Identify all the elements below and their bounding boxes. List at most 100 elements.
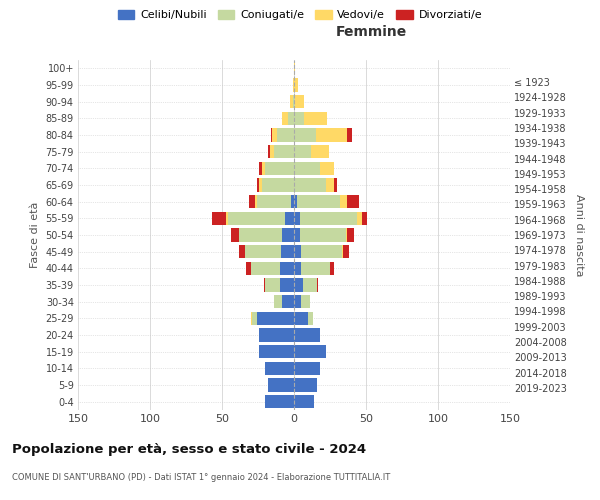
- Bar: [347, 228, 355, 241]
- Bar: [262, 178, 294, 192]
- Bar: [239, 245, 245, 258]
- Bar: [228, 212, 286, 225]
- Bar: [294, 395, 314, 408]
- Bar: [294, 78, 298, 92]
- Bar: [294, 312, 308, 325]
- Bar: [290, 95, 293, 108]
- Bar: [294, 345, 326, 358]
- Bar: [311, 145, 329, 158]
- Bar: [283, 295, 294, 308]
- Bar: [308, 312, 313, 325]
- Bar: [294, 212, 300, 225]
- Bar: [301, 245, 341, 258]
- Bar: [265, 395, 294, 408]
- Bar: [294, 195, 297, 208]
- Bar: [226, 212, 228, 225]
- Bar: [268, 145, 269, 158]
- Bar: [294, 328, 320, 342]
- Bar: [252, 312, 257, 325]
- Bar: [294, 62, 295, 75]
- Bar: [286, 212, 294, 225]
- Bar: [280, 278, 294, 291]
- Bar: [255, 195, 257, 208]
- Bar: [300, 212, 358, 225]
- Bar: [262, 162, 265, 175]
- Bar: [212, 212, 226, 225]
- Bar: [230, 228, 239, 241]
- Bar: [257, 178, 259, 192]
- Bar: [334, 178, 337, 192]
- Bar: [294, 245, 301, 258]
- Bar: [265, 278, 280, 291]
- Y-axis label: Anni di nascita: Anni di nascita: [574, 194, 584, 276]
- Bar: [295, 95, 304, 108]
- Bar: [294, 295, 301, 308]
- Bar: [294, 178, 326, 192]
- Bar: [259, 162, 262, 175]
- Bar: [300, 228, 346, 241]
- Bar: [294, 262, 301, 275]
- Bar: [301, 262, 330, 275]
- Bar: [320, 162, 334, 175]
- Text: Popolazione per età, sesso e stato civile - 2024: Popolazione per età, sesso e stato civil…: [12, 442, 366, 456]
- Bar: [239, 228, 283, 241]
- Bar: [257, 195, 291, 208]
- Bar: [330, 262, 334, 275]
- Text: Femmine: Femmine: [336, 25, 407, 39]
- Text: COMUNE DI SANT'URBANO (PD) - Dati ISTAT 1° gennaio 2024 - Elaborazione TUTTITALI: COMUNE DI SANT'URBANO (PD) - Dati ISTAT …: [12, 472, 390, 482]
- Bar: [288, 112, 294, 125]
- Bar: [291, 195, 294, 208]
- Bar: [259, 178, 262, 192]
- Bar: [347, 195, 359, 208]
- Bar: [304, 112, 327, 125]
- Bar: [297, 195, 340, 208]
- Bar: [317, 278, 319, 291]
- Bar: [283, 112, 288, 125]
- Bar: [269, 145, 274, 158]
- Bar: [340, 195, 347, 208]
- Bar: [362, 212, 367, 225]
- Bar: [257, 312, 294, 325]
- Bar: [341, 245, 343, 258]
- Bar: [274, 145, 294, 158]
- Bar: [250, 195, 255, 208]
- Bar: [358, 212, 362, 225]
- Bar: [294, 362, 320, 375]
- Bar: [274, 295, 283, 308]
- Bar: [294, 128, 316, 141]
- Bar: [245, 245, 281, 258]
- Bar: [277, 128, 294, 141]
- Bar: [302, 278, 317, 291]
- Bar: [265, 362, 294, 375]
- Bar: [247, 262, 251, 275]
- Bar: [343, 245, 349, 258]
- Legend: Celibi/Nubili, Coniugati/e, Vedovi/e, Divorziati/e: Celibi/Nubili, Coniugati/e, Vedovi/e, Di…: [113, 6, 487, 25]
- Bar: [251, 312, 252, 325]
- Bar: [280, 262, 294, 275]
- Bar: [283, 228, 294, 241]
- Bar: [265, 162, 294, 175]
- Bar: [347, 128, 352, 141]
- Bar: [326, 178, 334, 192]
- Bar: [251, 262, 280, 275]
- Bar: [294, 95, 295, 108]
- Bar: [294, 228, 300, 241]
- Bar: [259, 328, 294, 342]
- Bar: [259, 345, 294, 358]
- Bar: [294, 162, 320, 175]
- Bar: [281, 245, 294, 258]
- Bar: [293, 95, 294, 108]
- Bar: [294, 378, 317, 392]
- Bar: [293, 78, 294, 92]
- Bar: [316, 128, 347, 141]
- Bar: [294, 112, 304, 125]
- Bar: [272, 128, 277, 141]
- Bar: [271, 128, 272, 141]
- Bar: [346, 228, 347, 241]
- Bar: [294, 278, 302, 291]
- Bar: [294, 145, 311, 158]
- Bar: [301, 295, 310, 308]
- Y-axis label: Fasce di età: Fasce di età: [30, 202, 40, 268]
- Bar: [268, 378, 294, 392]
- Bar: [264, 278, 265, 291]
